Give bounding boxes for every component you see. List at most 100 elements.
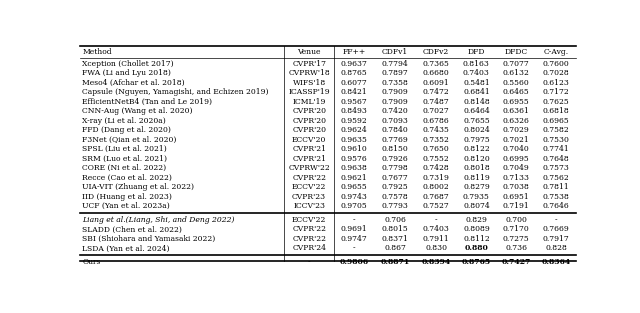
Text: 0.6326: 0.6326 [503,117,530,125]
Text: 0.7909: 0.7909 [382,88,408,96]
Text: Recce (Cao et al. 2022): Recce (Cao et al. 2022) [83,174,172,182]
Text: CVPR'20: CVPR'20 [292,126,326,134]
Text: Xception (Chollet 2017): Xception (Chollet 2017) [83,60,174,68]
Text: 0.7021: 0.7021 [503,136,530,144]
Text: CVPRW'22: CVPRW'22 [288,164,330,172]
Text: 0.830: 0.830 [425,244,447,252]
Text: -: - [555,216,557,224]
Text: UCF (Yan et al. 2023a): UCF (Yan et al. 2023a) [83,202,170,210]
Text: 0.736: 0.736 [505,244,527,252]
Text: 0.7687: 0.7687 [422,193,449,201]
Text: 0.7133: 0.7133 [503,174,530,182]
Text: 0.7769: 0.7769 [382,136,408,144]
Text: 0.8148: 0.8148 [463,98,490,106]
Text: 0.6077: 0.6077 [341,79,367,87]
Text: 0.8112: 0.8112 [463,235,490,243]
Text: 0.5481: 0.5481 [463,79,490,87]
Text: CVPR'21: CVPR'21 [292,145,326,153]
Text: -: - [308,258,310,266]
Text: Meso4 (Afchar et al. 2018): Meso4 (Afchar et al. 2018) [83,79,185,87]
Text: CVPR'22: CVPR'22 [292,235,326,243]
Text: 0.7427: 0.7427 [502,258,531,266]
Text: 0.7552: 0.7552 [422,155,449,163]
Text: 0.8765: 0.8765 [462,258,491,266]
Text: 0.7975: 0.7975 [463,136,490,144]
Text: CVPR'23: CVPR'23 [292,193,326,201]
Text: 0.7669: 0.7669 [543,225,570,233]
Text: 0.7403: 0.7403 [422,225,449,233]
Text: 0.7926: 0.7926 [382,155,408,163]
Text: 0.6995: 0.6995 [503,155,530,163]
Text: 0.6464: 0.6464 [463,107,490,115]
Text: 0.706: 0.706 [384,216,406,224]
Text: 0.9747: 0.9747 [341,235,367,243]
Text: ECCV'22: ECCV'22 [292,183,326,191]
Text: 0.7191: 0.7191 [503,202,530,210]
Text: SRM (Luo et al. 2021): SRM (Luo et al. 2021) [83,155,168,163]
Text: 0.8364: 0.8364 [541,258,571,266]
Text: 0.7027: 0.7027 [422,107,449,115]
Text: 0.9655: 0.9655 [341,183,367,191]
Text: 0.7428: 0.7428 [422,164,449,172]
Text: 0.9691: 0.9691 [341,225,367,233]
Text: 0.8024: 0.8024 [463,126,490,134]
Text: UIA-VIT (Zhuang et al. 2022): UIA-VIT (Zhuang et al. 2022) [83,183,195,191]
Text: IID (Huang et al. 2023): IID (Huang et al. 2023) [83,193,172,201]
Text: -: - [435,216,437,224]
Text: 0.8150: 0.8150 [382,145,408,153]
Text: FWA (Li and Lyu 2018): FWA (Li and Lyu 2018) [83,69,172,77]
Text: 0.7798: 0.7798 [382,164,408,172]
Text: 0.7420: 0.7420 [382,107,408,115]
Text: 0.7909: 0.7909 [382,98,408,106]
Text: 0.8018: 0.8018 [463,164,490,172]
Text: SBI (Shiohara and Yamasaki 2022): SBI (Shiohara and Yamasaki 2022) [83,235,216,243]
Text: 0.7040: 0.7040 [503,145,530,153]
Text: 0.7538: 0.7538 [543,193,570,201]
Text: 0.7897: 0.7897 [382,69,408,77]
Text: CVPR'22: CVPR'22 [292,174,326,182]
Text: 0.8394: 0.8394 [422,258,451,266]
Text: 0.7600: 0.7600 [543,60,570,68]
Text: 0.8074: 0.8074 [463,202,490,210]
Text: ECCV'20: ECCV'20 [292,136,326,144]
Text: LSDA (Yan et al. 2024): LSDA (Yan et al. 2024) [83,244,170,252]
Text: 0.7741: 0.7741 [543,145,570,153]
Text: 0.7646: 0.7646 [543,202,570,210]
Text: 0.7170: 0.7170 [503,225,530,233]
Text: 0.6951: 0.6951 [503,193,530,201]
Text: CVPRW'18: CVPRW'18 [288,69,330,77]
Text: 0.9806: 0.9806 [340,258,369,266]
Text: 0.7029: 0.7029 [503,126,530,134]
Text: 0.7172: 0.7172 [543,88,570,96]
Text: 0.6965: 0.6965 [543,117,570,125]
Text: ICASSP'19: ICASSP'19 [289,88,330,96]
Text: 0.6818: 0.6818 [543,107,570,115]
Text: 0.7472: 0.7472 [422,88,449,96]
Text: 0.7935: 0.7935 [463,193,490,201]
Text: 0.9743: 0.9743 [341,193,368,201]
Text: 0.7573: 0.7573 [543,164,570,172]
Text: C-Avg.: C-Avg. [543,48,569,56]
Text: CORE (Ni et al. 2022): CORE (Ni et al. 2022) [83,164,166,172]
Text: CNN-Aug (Wang et al. 2020): CNN-Aug (Wang et al. 2020) [83,107,193,115]
Text: 0.7811: 0.7811 [543,183,570,191]
Text: 0.6132: 0.6132 [503,69,530,77]
Text: 0.9610: 0.9610 [341,145,367,153]
Text: 0.700: 0.700 [506,216,527,224]
Text: 0.7655: 0.7655 [463,117,490,125]
Text: 0.7650: 0.7650 [422,145,449,153]
Text: 0.8493: 0.8493 [341,107,368,115]
Text: CDFv1: CDFv1 [382,48,408,56]
Text: 0.7794: 0.7794 [382,60,408,68]
Text: 0.828: 0.828 [545,244,567,252]
Text: 0.6091: 0.6091 [422,79,449,87]
Text: 0.9635: 0.9635 [341,136,368,144]
Text: 0.5560: 0.5560 [503,79,530,87]
Text: FF++: FF++ [342,48,366,56]
Text: 0.7648: 0.7648 [543,155,570,163]
Text: 0.8119: 0.8119 [463,174,490,182]
Text: 0.6786: 0.6786 [422,117,449,125]
Text: 0.9592: 0.9592 [341,117,367,125]
Text: 0.8371: 0.8371 [381,235,408,243]
Text: 0.7358: 0.7358 [381,79,408,87]
